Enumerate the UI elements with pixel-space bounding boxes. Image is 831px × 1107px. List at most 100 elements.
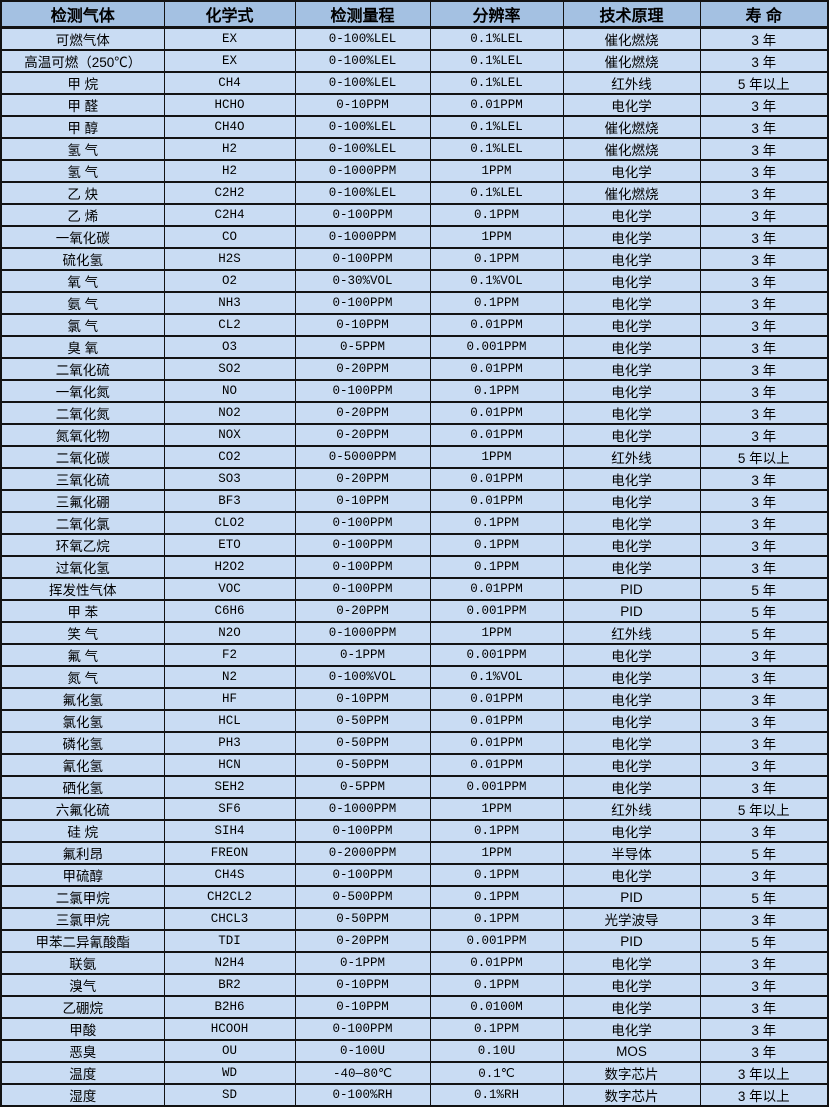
table-row: 联氨 N2H4 0-1PPM 0.01PPM 电化学 3 年 (0, 951, 829, 975)
principle-cell: 电化学 (562, 709, 701, 733)
table-row: 氢 气 H2 0-100%LEL 0.1%LEL 催化燃烧 3 年 (0, 137, 829, 161)
principle-cell: 电化学 (562, 423, 701, 447)
formula-cell: B2H6 (163, 995, 296, 1019)
gas-name-cell: 甲酸 (0, 1017, 165, 1041)
gas-name-cell: 氮氧化物 (0, 423, 165, 447)
range-cell: 0-10PPM (294, 687, 431, 711)
resolution-cell: 0.1PPM (429, 533, 564, 557)
lifespan-cell: 3 年 (699, 775, 829, 799)
principle-cell: 电化学 (562, 687, 701, 711)
range-cell: 0-100%RH (294, 1083, 431, 1107)
principle-cell: 电化学 (562, 951, 701, 975)
lifespan-cell: 3 年 (699, 819, 829, 843)
table-row: 臭 氧 O3 0-5PPM 0.001PPM 电化学 3 年 (0, 335, 829, 359)
principle-cell: 电化学 (562, 269, 701, 293)
gas-name-cell: 二氯甲烷 (0, 885, 165, 909)
gas-name-cell: 三氧化硫 (0, 467, 165, 491)
lifespan-cell: 3 年 (699, 115, 829, 139)
formula-cell: O3 (163, 335, 296, 359)
lifespan-cell: 5 年 (699, 929, 829, 953)
range-cell: 0-100%LEL (294, 26, 431, 51)
gas-name-cell: 联氨 (0, 951, 165, 975)
formula-cell: TDI (163, 929, 296, 953)
resolution-cell: 0.1PPM (429, 555, 564, 579)
range-cell: 0-20PPM (294, 467, 431, 491)
formula-cell: NO2 (163, 401, 296, 425)
gas-name-cell: 硅 烷 (0, 819, 165, 843)
range-cell: 0-5000PPM (294, 445, 431, 469)
lifespan-cell: 5 年 (699, 885, 829, 909)
formula-cell: CO (163, 225, 296, 249)
lifespan-cell: 3 年 (699, 93, 829, 117)
table-row: 一氧化碳 CO 0-1000PPM 1PPM 电化学 3 年 (0, 225, 829, 249)
formula-cell: ETO (163, 533, 296, 557)
formula-cell: SIH4 (163, 819, 296, 843)
principle-cell: 电化学 (562, 247, 701, 271)
resolution-cell: 0.001PPM (429, 775, 564, 799)
gas-name-cell: 乙硼烷 (0, 995, 165, 1019)
table-row: 湿度 SD 0-100%RH 0.1%RH 数字芯片 3 年以上 (0, 1083, 829, 1107)
gas-name-cell: 二氧化氯 (0, 511, 165, 535)
lifespan-cell: 3 年以上 (699, 1083, 829, 1107)
lifespan-cell: 3 年 (699, 423, 829, 447)
table-row: 六氟化硫 SF6 0-1000PPM 1PPM 红外线 5 年以上 (0, 797, 829, 821)
resolution-cell: 1PPM (429, 621, 564, 645)
principle-cell: 电化学 (562, 291, 701, 315)
formula-cell: H2 (163, 137, 296, 161)
header-row: 检测气体 化学式 检测量程 分辨率 技术原理寿 命 (0, 0, 829, 29)
lifespan-cell: 3 年 (699, 643, 829, 667)
table-row: 三氯甲烷 CHCL3 0-50PPM 0.1PPM 光学波导 3 年 (0, 907, 829, 931)
formula-cell: CH4 (163, 71, 296, 95)
gas-name-cell: 磷化氢 (0, 731, 165, 755)
resolution-cell: 0.1PPM (429, 819, 564, 843)
table-row: 三氟化硼 BF3 0-10PPM 0.01PPM 电化学 3 年 (0, 489, 829, 513)
formula-cell: H2 (163, 159, 296, 183)
formula-cell: CL2 (163, 313, 296, 337)
resolution-cell: 0.01PPM (429, 577, 564, 601)
resolution-cell: 0.1PPM (429, 1017, 564, 1041)
gas-name-cell: 湿度 (0, 1083, 165, 1107)
gas-name-cell: 氮 气 (0, 665, 165, 689)
lifespan-cell: 3 年 (699, 907, 829, 931)
formula-cell: O2 (163, 269, 296, 293)
gas-name-cell: 二氧化氮 (0, 401, 165, 425)
resolution-cell: 0.1%VOL (429, 269, 564, 293)
formula-cell: HF (163, 687, 296, 711)
principle-cell: 电化学 (562, 1017, 701, 1041)
resolution-cell: 0.1%LEL (429, 49, 564, 73)
table-row: 氰化氢 HCN 0-50PPM 0.01PPM 电化学 3 年 (0, 753, 829, 777)
principle-cell: 电化学 (562, 973, 701, 997)
range-cell: 0-100PPM (294, 555, 431, 579)
table-row: 温度 WD -40—80℃ 0.1℃ 数字芯片 3 年以上 (0, 1061, 829, 1085)
table-row: 氟 气 F2 0-1PPM 0.001PPM 电化学 3 年 (0, 643, 829, 667)
lifespan-cell: 3 年以上 (699, 1061, 829, 1085)
range-cell: 0-100PPM (294, 379, 431, 403)
formula-cell: WD (163, 1061, 296, 1085)
range-cell: 0-10PPM (294, 489, 431, 513)
range-cell: 0-20PPM (294, 929, 431, 953)
range-cell: 0-100PPM (294, 577, 431, 601)
lifespan-cell: 3 年 (699, 181, 829, 205)
lifespan-cell: 3 年 (699, 335, 829, 359)
resolution-cell: 0.1%VOL (429, 665, 564, 689)
gas-name-cell: 甲 苯 (0, 599, 165, 623)
resolution-cell: 0.1%LEL (429, 26, 564, 51)
principle-cell: PID (562, 885, 701, 909)
principle-cell: 电化学 (562, 863, 701, 887)
formula-cell: CLO2 (163, 511, 296, 535)
principle-cell: 电化学 (562, 995, 701, 1019)
gas-name-cell: 氟 气 (0, 643, 165, 667)
lifespan-cell: 5 年 (699, 841, 829, 865)
principle-cell: PID (562, 929, 701, 953)
range-cell: 0-100PPM (294, 511, 431, 535)
formula-cell: BF3 (163, 489, 296, 513)
resolution-cell: 1PPM (429, 225, 564, 249)
principle-cell: 电化学 (562, 203, 701, 227)
range-cell: 0-20PPM (294, 599, 431, 623)
principle-cell: 电化学 (562, 357, 701, 381)
formula-cell: H2O2 (163, 555, 296, 579)
resolution-cell: 0.01PPM (429, 753, 564, 777)
principle-cell: 数字芯片 (562, 1061, 701, 1085)
table-row: 硅 烷 SIH4 0-100PPM 0.1PPM 电化学 3 年 (0, 819, 829, 843)
formula-cell: OU (163, 1039, 296, 1063)
